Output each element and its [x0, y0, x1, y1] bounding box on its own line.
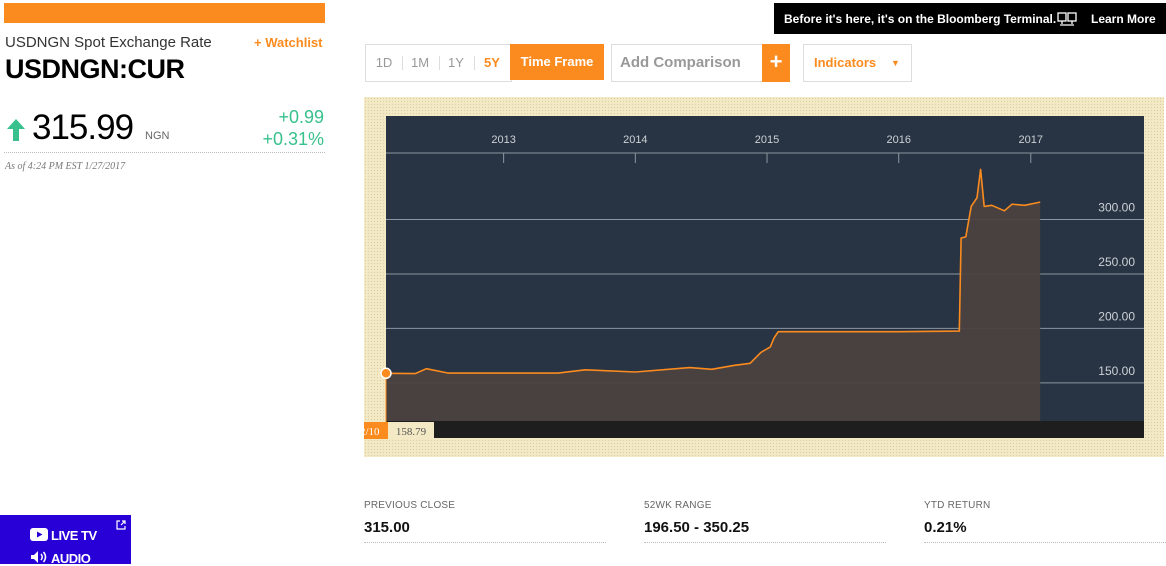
- indicators-dropdown[interactable]: Indicators ▼: [803, 44, 912, 82]
- indicators-label: Indicators: [814, 55, 877, 70]
- stat-previous-close-value: 315.00: [364, 519, 410, 536]
- price-change: +0.99: [278, 107, 324, 127]
- header-accent-strip: [4, 3, 325, 23]
- range-1d-button[interactable]: 1D: [375, 55, 393, 70]
- separator: [402, 56, 403, 70]
- chart-footer-bar: [386, 421, 1144, 438]
- y-tick-label: 150.00: [1098, 364, 1135, 378]
- crosshair-date-label: 02/10: [364, 426, 380, 438]
- divider: [644, 542, 886, 543]
- separator: [439, 56, 440, 70]
- separator: [474, 56, 475, 70]
- crosshair-date-badge: [364, 422, 388, 439]
- as-of-timestamp: As of 4:24 PM EST 1/27/2017: [5, 161, 126, 172]
- x-tick-label: 2017: [1019, 134, 1043, 146]
- series-line: [385, 168, 1041, 375]
- series-area-fill: [386, 169, 1041, 421]
- add-comparison-input[interactable]: [612, 45, 768, 79]
- price-chart[interactable]: 2013 2014 2015 2016 2017 150.00 200.00 250.00 30…: [364, 97, 1164, 457]
- banner-text: Before it's here, it's on the Bloomberg …: [784, 12, 1057, 26]
- y-tick-label: 300.00: [1098, 200, 1135, 214]
- range-1m-button[interactable]: 1M: [410, 55, 430, 70]
- price-currency: NGN: [145, 130, 170, 142]
- up-arrow-icon: [7, 119, 25, 141]
- speaker-icon: [31, 551, 47, 563]
- monitor-icon: [1057, 12, 1077, 26]
- divider: [364, 542, 606, 543]
- x-tick-label: 2014: [623, 134, 647, 146]
- chart-canvas[interactable]: 2013 2014 2015 2016 2017 150.00 200.00 250.00 30…: [364, 97, 1164, 457]
- audio-label[interactable]: AUDIO: [51, 551, 91, 566]
- crosshair-value-badge: [388, 422, 434, 439]
- stat-previous-close-label: PREVIOUS CLOSE: [364, 500, 456, 511]
- divider: [4, 152, 325, 153]
- x-tick-label: 2016: [886, 134, 910, 146]
- stat-ytd-return-label: YTD RETURN: [924, 500, 991, 511]
- live-tv-widget[interactable]: LIVE TV AUDIO: [0, 515, 131, 566]
- add-comparison-button[interactable]: +: [762, 44, 790, 82]
- play-icon: [30, 528, 48, 541]
- stat-ytd-return-value: 0.21%: [924, 519, 967, 536]
- ticker-symbol: USDNGN:CUR: [5, 54, 185, 84]
- price-change-percent: +0.31%: [262, 129, 324, 149]
- x-tick-label: 2015: [755, 134, 779, 146]
- add-to-watchlist-link[interactable]: + Watchlist: [254, 35, 323, 50]
- live-tv-label[interactable]: LIVE TV: [51, 528, 97, 543]
- learn-more-link[interactable]: Learn More: [1091, 12, 1156, 26]
- divider: [924, 542, 1166, 543]
- y-tick-label: 200.00: [1098, 309, 1135, 323]
- stat-52wk-range-value: 196.50 - 350.25: [644, 519, 750, 536]
- range-5y-button[interactable]: 5Y: [484, 55, 500, 70]
- add-comparison-field: [611, 44, 768, 82]
- caret-down-icon: ▼: [891, 58, 900, 68]
- y-tick-label: 250.00: [1098, 255, 1135, 269]
- security-name: USDNGN Spot Exchange Rate: [5, 34, 212, 51]
- terminal-banner[interactable]: Before it's here, it's on the Bloomberg …: [774, 3, 1166, 34]
- time-frame-button[interactable]: Time Frame: [510, 44, 604, 80]
- time-range-selector: 1D 1M 1Y 5Y: [365, 44, 512, 82]
- range-1y-button[interactable]: 1Y: [448, 55, 464, 70]
- last-price: 315.99: [32, 108, 134, 147]
- crosshair-point: [380, 367, 392, 380]
- crosshair-value-label: 158.79: [396, 426, 427, 438]
- external-link-icon[interactable]: [116, 520, 126, 530]
- x-tick-label: 2013: [491, 134, 515, 146]
- stat-52wk-range-label: 52WK RANGE: [644, 500, 712, 511]
